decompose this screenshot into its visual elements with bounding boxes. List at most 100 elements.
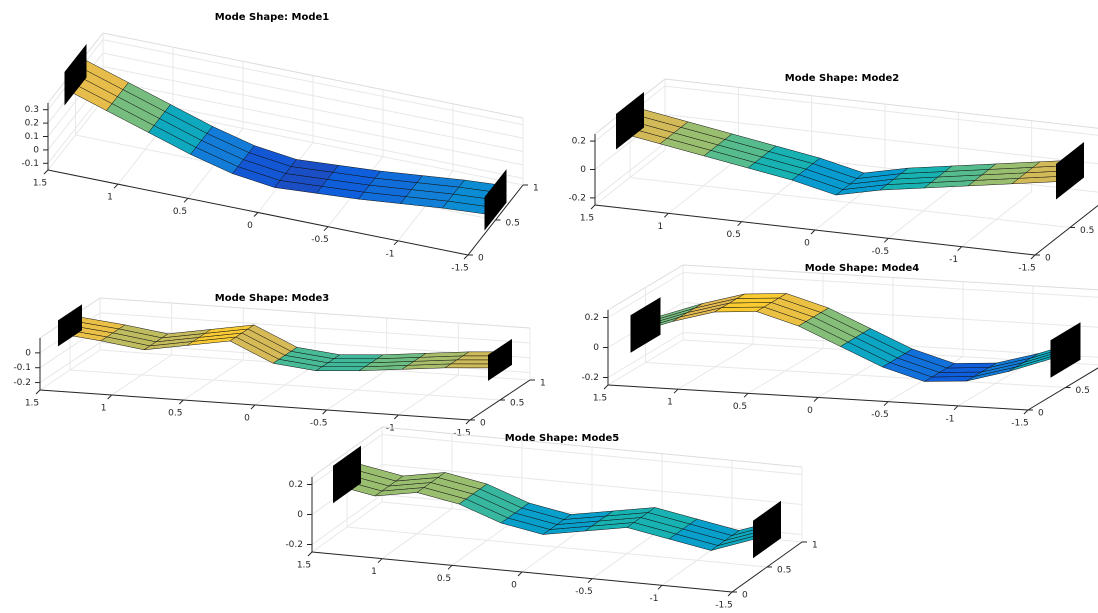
x-tick-label: 0.5 bbox=[437, 574, 451, 584]
x-tick-label: 0.5 bbox=[733, 402, 747, 412]
grid-line bbox=[70, 370, 500, 400]
x-tick-label: -1 bbox=[386, 249, 395, 259]
z-tick-label: 0 bbox=[297, 510, 303, 520]
x-tick-label: 0.5 bbox=[173, 207, 187, 217]
tick-mark bbox=[728, 592, 732, 596]
x-tick-label: 0.5 bbox=[168, 409, 182, 419]
y-tick-label: 0.5 bbox=[1076, 386, 1090, 396]
tick-mark bbox=[588, 579, 592, 583]
x-tick-label: -1.5 bbox=[715, 601, 733, 611]
x-tick-label: 1 bbox=[657, 222, 663, 232]
x-tick-label: 1 bbox=[371, 567, 377, 577]
x-tick-label: -0.5 bbox=[311, 235, 329, 245]
tick-mark bbox=[1024, 410, 1028, 414]
end-plate bbox=[1056, 142, 1084, 200]
z-tick-label: 0.2 bbox=[289, 480, 303, 490]
tick-mark bbox=[464, 255, 468, 259]
x-tick-label: -1 bbox=[946, 414, 955, 424]
tick-mark bbox=[664, 213, 668, 217]
tick-mark bbox=[814, 398, 818, 402]
y-tick-label: 0 bbox=[478, 254, 484, 264]
x-tick-label: 0 bbox=[511, 581, 517, 591]
x-tick-label: 0 bbox=[244, 414, 250, 424]
x-tick-label: -1 bbox=[650, 594, 659, 604]
x-tick-label: -0.5 bbox=[310, 419, 328, 429]
x-tick-label: 1.5 bbox=[580, 214, 594, 224]
surface-patch bbox=[316, 367, 365, 371]
z-tick-label: -0.2 bbox=[13, 378, 31, 388]
tick-mark bbox=[466, 420, 470, 424]
tick-mark bbox=[251, 405, 255, 409]
end-plate bbox=[1051, 322, 1081, 378]
z-tick-label: 0 bbox=[25, 348, 31, 358]
tick-mark bbox=[114, 184, 118, 188]
x-tick-label: -0.5 bbox=[872, 247, 890, 257]
tick-mark bbox=[1031, 255, 1035, 259]
tick-mark bbox=[958, 247, 962, 251]
x-tick-label: 0 bbox=[804, 239, 810, 249]
tick-mark bbox=[324, 227, 328, 231]
tick-mark bbox=[44, 170, 48, 174]
surface-patch bbox=[334, 355, 383, 359]
surface-patch bbox=[322, 363, 371, 367]
tick-mark bbox=[108, 395, 112, 399]
grid-line bbox=[665, 86, 1098, 136]
y-tick-label: 0.5 bbox=[506, 219, 520, 229]
x-tick-label: 1 bbox=[107, 193, 113, 203]
tick-mark bbox=[394, 241, 398, 245]
z-tick-label: -0.2 bbox=[581, 373, 599, 383]
subplot: 1.510.50-0.5-1-1.500.51-0.100.10.20.3Mod… bbox=[21, 12, 538, 274]
x-tick-label: -0.5 bbox=[575, 587, 593, 597]
x-tick-label: 1.5 bbox=[33, 179, 47, 189]
subplot: 1.510.50-0.5-1-1.500.51-0.200.2Mode Shap… bbox=[285, 427, 817, 611]
figure: 1.5 1 0.5 0 -0.5 -1 -1.5 0 0.5 1 -0.1 0 0.1 0.2 0.3 Mod… bbox=[0, 0, 1098, 613]
tick-mark bbox=[884, 238, 888, 242]
x-tick-label: -0.5 bbox=[871, 410, 889, 420]
surface-patch bbox=[445, 364, 494, 368]
subplot-title: Mode Shape: Mode5 bbox=[505, 433, 619, 444]
x-tick-label: 0.5 bbox=[727, 230, 741, 240]
z-tick-label: 0.1 bbox=[25, 132, 39, 142]
x-tick-label: -1.5 bbox=[1011, 419, 1029, 429]
z-tick-label: 0.2 bbox=[585, 313, 599, 323]
z-tick-label: 0.3 bbox=[25, 105, 39, 115]
z-tick-label: 0 bbox=[33, 145, 39, 155]
y-tick-label: 0 bbox=[480, 419, 486, 429]
tick-mark bbox=[604, 385, 608, 389]
y-tick-label: 0.5 bbox=[1080, 226, 1094, 236]
surface-patch bbox=[328, 359, 377, 363]
tick-mark bbox=[378, 559, 382, 563]
x-tick-label: 0 bbox=[247, 221, 253, 231]
z-tick-label: -0.1 bbox=[21, 159, 39, 169]
subplot-title: Mode Shape: Mode3 bbox=[215, 293, 329, 304]
x-tick-label: 0 bbox=[807, 406, 813, 416]
x-tick-label: 1.5 bbox=[297, 561, 311, 571]
tick-mark bbox=[323, 410, 327, 414]
tick-mark bbox=[658, 585, 662, 589]
tick-mark bbox=[394, 415, 398, 419]
y-tick-label: 1 bbox=[533, 184, 539, 194]
tick-mark bbox=[674, 389, 678, 393]
tick-mark bbox=[308, 552, 312, 556]
z-tick-label: -0.2 bbox=[568, 193, 586, 203]
y-tick-label: 1 bbox=[812, 541, 818, 551]
tick-mark bbox=[179, 400, 183, 404]
y-tick-label: 0.5 bbox=[510, 399, 524, 409]
x-tick-label: 1 bbox=[101, 404, 107, 414]
x-tick-label: -1.5 bbox=[451, 264, 469, 274]
z-tick-label: 0 bbox=[593, 343, 599, 353]
x-tick-label: -1 bbox=[949, 255, 958, 265]
tick-mark bbox=[591, 205, 595, 209]
x-tick-label: 1 bbox=[667, 398, 673, 408]
x-tick-label: 1.5 bbox=[593, 394, 607, 404]
tick-mark bbox=[738, 222, 742, 226]
subplot-title: Mode Shape: Mode4 bbox=[805, 263, 919, 274]
z-tick-label: 0.2 bbox=[572, 137, 586, 147]
tick-mark bbox=[254, 213, 258, 217]
y-tick-label: 1 bbox=[540, 379, 546, 389]
y-tick-label: 0 bbox=[1038, 409, 1044, 419]
tick-mark bbox=[448, 565, 452, 569]
tick-mark bbox=[184, 198, 188, 202]
